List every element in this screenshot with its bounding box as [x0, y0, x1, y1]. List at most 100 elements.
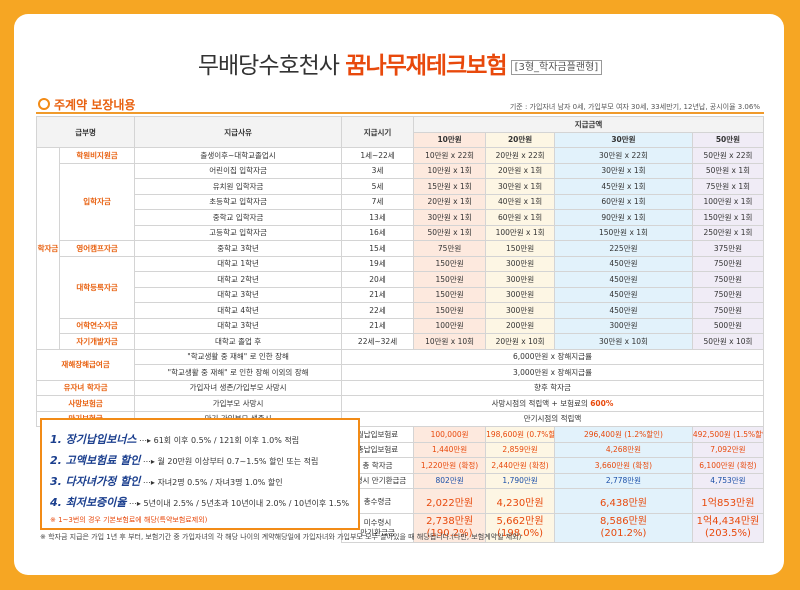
val-10: 100만원	[413, 317, 487, 334]
time-cell: 7세	[340, 193, 415, 210]
sum-50: 1억853만원	[691, 488, 765, 514]
sum-value: 1억4,434만원	[696, 516, 760, 527]
benefit-item: 1. 장기납입보너스 ⋯▸ 61회 이후 0.5% / 121회 이후 1.0%…	[50, 431, 350, 447]
reason-cell: 대학교 1학년	[134, 255, 342, 272]
location-pin-icon	[38, 98, 50, 110]
val-10: 75만원	[413, 240, 487, 257]
header-amount: 지급금액	[413, 116, 764, 133]
reason-cell: 가입자녀 생존/가입부모 사망시	[134, 379, 342, 396]
val-30: 450만원	[554, 286, 693, 303]
val-10: 150만원	[413, 255, 487, 272]
sum-50: 7,092만원	[691, 441, 765, 458]
sum-20: 5,662만원 (198.0%)	[485, 513, 556, 543]
death-percent: 600%	[590, 398, 614, 408]
benefit-text: ⋯▸ 5년이내 2.5% / 5년초과 10년이내 2.0% / 10년이후 1…	[126, 499, 350, 508]
group-hakja: 학자금	[36, 147, 60, 350]
sum-10: 100,000원	[413, 426, 487, 443]
val-span: 6,000만원 x 장해지급률	[340, 348, 765, 365]
time-cell: 21세	[340, 286, 415, 303]
val-10: 150만원	[413, 286, 487, 303]
sum-10: 802만원	[413, 472, 487, 489]
val-50: 750만원	[691, 271, 765, 288]
sum-10: 1,220만원 (확정)	[413, 457, 487, 474]
sum-20: 4,230만원	[485, 488, 556, 514]
cat-cell: 학원비지원금	[58, 147, 136, 164]
table-row: 자기개발자금 대학교 졸업 후 22세~32세 10만원 x 10회 20만원 …	[37, 333, 765, 350]
reason-cell: 대학교 3학년	[134, 286, 342, 303]
val-10: 10만원 x 10회	[413, 333, 487, 350]
sum-value: 8,586만원	[599, 516, 647, 527]
val-20: 40만원 x 1회	[485, 193, 556, 210]
table-row: 대학등록자금 대학교 1학년 19세 150만원 300만원 450만원 750…	[37, 255, 765, 319]
sum-30: 296,400원 (1.2%할인)	[554, 426, 693, 443]
page-title: 무배당수호천사 꿈나무재테크보험 [3형_학자금플랜형]	[0, 46, 800, 80]
val-50: 50만원 x 1회	[691, 162, 765, 179]
cat-cell: 입학자금	[58, 162, 136, 241]
sum-10: 1,440만원	[413, 441, 487, 458]
reason-cell: 대학교 4학년	[134, 302, 342, 319]
val-30: 150만원 x 1회	[554, 224, 693, 241]
sum-30: 6,438만원	[554, 488, 693, 514]
death-text: 사망시점의 적립액 + 보험료의	[491, 398, 591, 408]
sum-50: 1억4,434만원 (203.5%)	[691, 513, 765, 543]
cat-cell: 재해장해급여금	[35, 348, 136, 381]
sum-value: 5,662만원	[496, 516, 544, 527]
coverage-table: 급부명 지급사유 지급시기 지급금액 10만원 20만원 30만원 50만원 학…	[35, 116, 765, 543]
time-cell: 22세~32세	[340, 333, 415, 350]
val-span: 사망시점의 적립액 + 보험료의 600%	[340, 395, 765, 412]
sum-30: 4,268만원	[554, 441, 693, 458]
sum-30: 8,586만원 (201.2%)	[554, 513, 693, 543]
val-50: 50만원 x 22회	[691, 147, 765, 164]
reason-cell: 대학교 졸업 후	[134, 333, 342, 350]
benefit-text: ⋯▸ 월 20만원 이상부터 0.7~1.5% 할인 또는 적립	[140, 457, 319, 466]
time-cell: 21세	[340, 317, 415, 334]
header-reason: 지급사유	[134, 116, 342, 148]
table-row: 대학교 4학년 22세 150만원 300만원 450만원 750만원	[37, 302, 765, 319]
val-30: 30만원 x 10회	[554, 333, 693, 350]
sum-20: 198,600원 (0.7%할인)	[485, 426, 556, 443]
benefit-head: 2. 고액보험료 할인	[50, 454, 141, 467]
val-10: 150만원	[413, 302, 487, 319]
reason-cell: "학교생활 중 재해" 로 인한 장해 이외의 장해	[134, 364, 342, 381]
val-span: 만기시점의 적립액	[340, 410, 765, 427]
sum-50: 492,500원 (1.5%할인)	[691, 426, 765, 443]
table-row: "학교생활 중 재해" 로 인한 장해 이외의 장해 3,000만원 x 장해지…	[37, 364, 765, 381]
val-50: 50만원 x 10회	[691, 333, 765, 350]
val-50: 100만원 x 1회	[691, 193, 765, 210]
reason-cell: 중학교 입학자금	[134, 209, 342, 226]
sum-20: 1,790만원	[485, 472, 556, 489]
time-cell: 1세~22세	[340, 147, 415, 164]
section-title: 주계약 보장내용	[38, 96, 135, 113]
sum-20: 2,859만원	[485, 441, 556, 458]
val-span: 3,000만원 x 장해지급률	[340, 364, 765, 381]
val-30: 30만원 x 1회	[554, 162, 693, 179]
sum-10: 2,738만원 (190.2%)	[413, 513, 487, 543]
val-50: 750만원	[691, 302, 765, 319]
val-50: 750만원	[691, 255, 765, 272]
val-50: 150만원 x 1회	[691, 209, 765, 226]
title-text: 무배당수호천사	[197, 53, 346, 79]
divider	[36, 112, 764, 114]
reason-cell: 어린이집 입학자금	[134, 162, 342, 179]
val-10: 15만원 x 1회	[413, 178, 487, 195]
val-20: 300만원	[485, 286, 556, 303]
plan-type: [3형_학자금플랜형]	[510, 60, 603, 75]
benefit-item: 2. 고액보험료 할인 ⋯▸ 월 20만원 이상부터 0.7~1.5% 할인 또…	[50, 452, 350, 468]
label-line2: 만기환급금	[360, 528, 395, 537]
val-20: 150만원	[485, 240, 556, 257]
sum-30: 2,778만원	[554, 472, 693, 489]
summary-row: 총수령금 2,022만원 4,230만원 6,438만원 1억853만원	[37, 488, 765, 514]
val-span: 향후 학자금	[340, 379, 765, 396]
sum-10: 2,022만원	[413, 488, 487, 514]
val-30: 450만원	[554, 302, 693, 319]
val-30: 450만원	[554, 271, 693, 288]
val-20: 20만원 x 22회	[485, 147, 556, 164]
time-cell: 13세	[340, 209, 415, 226]
table-row: 초등학교 입학자금 7세 20만원 x 1회 40만원 x 1회 60만원 x …	[37, 193, 765, 210]
product-name: 꿈나무재테크보험	[345, 53, 507, 79]
cat-cell: 유자녀 학자금	[35, 379, 136, 396]
benefit-text: ⋯▸ 61회 이후 0.5% / 121회 이후 1.0% 적립	[136, 436, 300, 445]
val-20: 100만원 x 1회	[485, 224, 556, 241]
time-cell: 15세	[340, 240, 415, 257]
summary-row: 미수령시 만기환급금 2,738만원 (190.2%) 5,662만원 (198.0%…	[37, 513, 765, 543]
